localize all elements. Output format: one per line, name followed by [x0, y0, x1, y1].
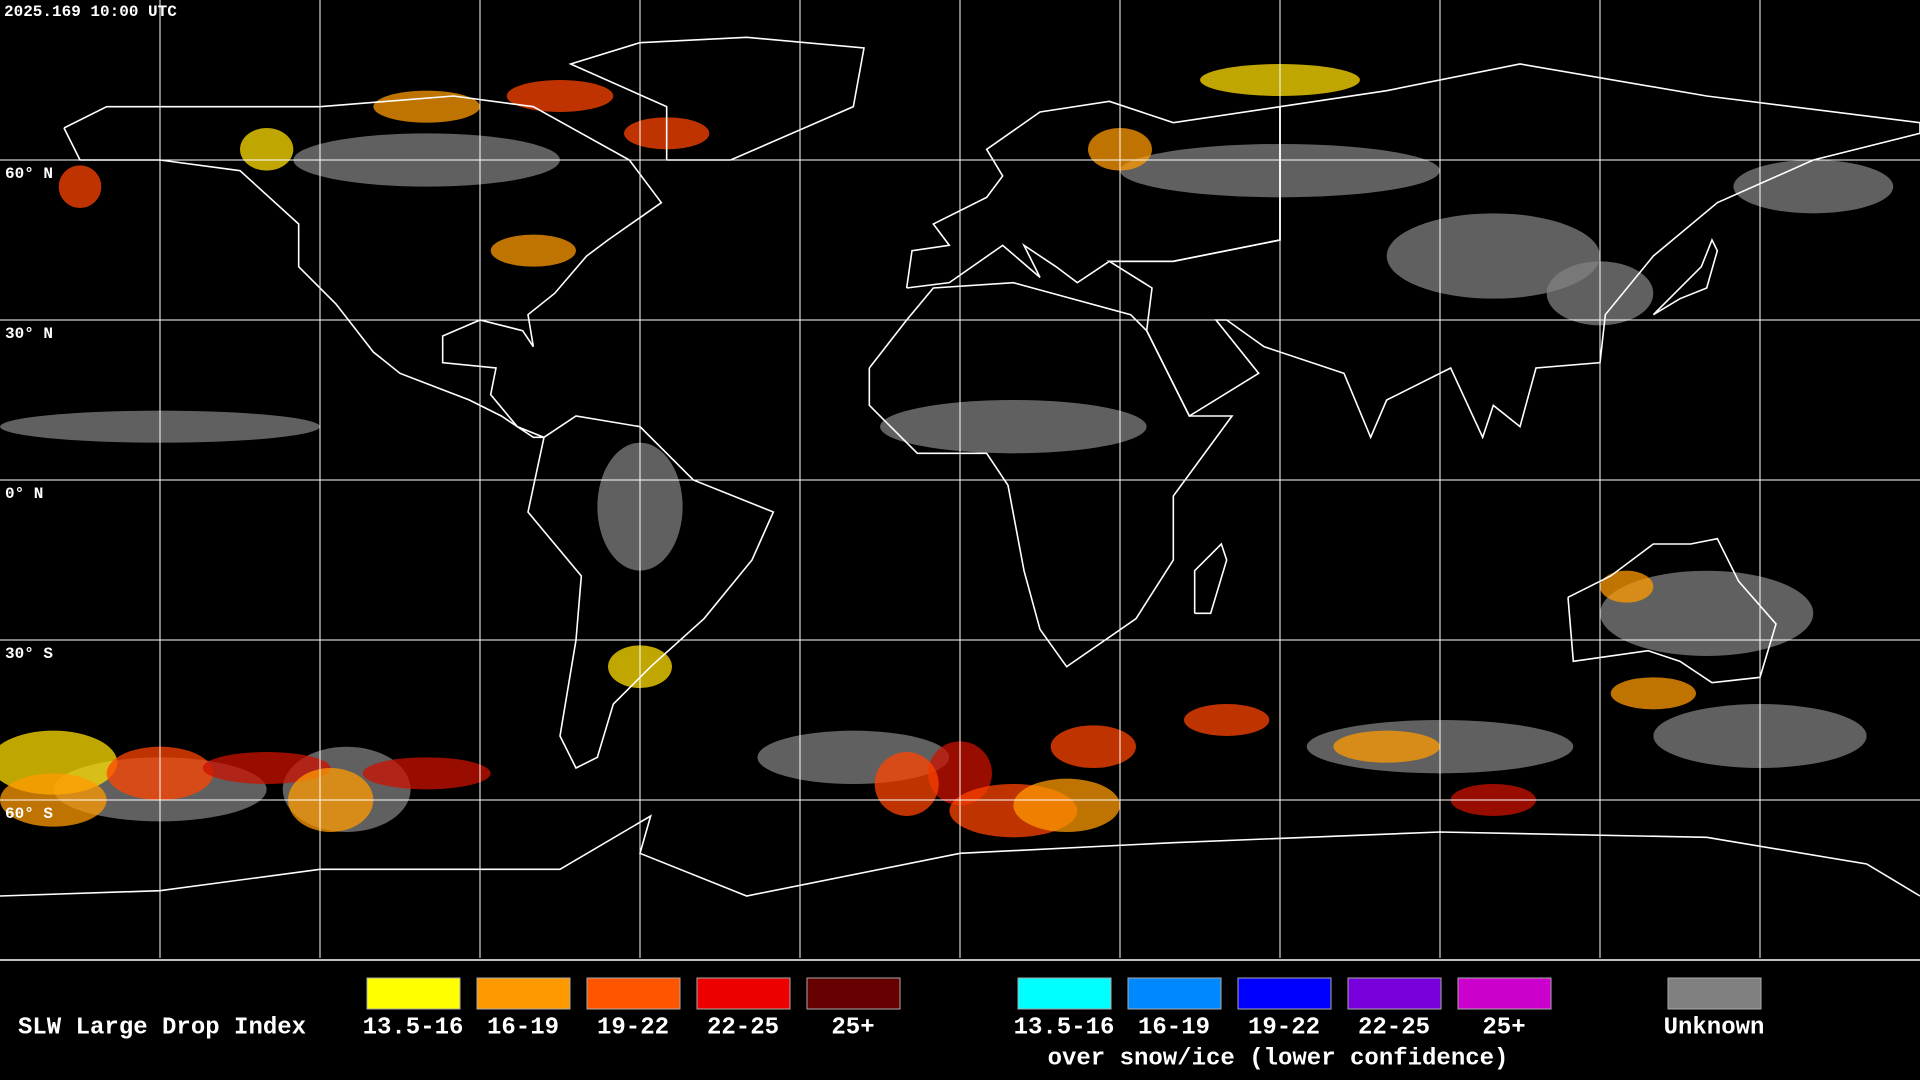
coastline-samerica — [527, 415, 775, 770]
latitude-label: 60° N — [5, 165, 53, 183]
legend-swatch — [1457, 977, 1552, 1010]
legend-swatch — [1667, 977, 1762, 1010]
latitude-label: 30° S — [5, 645, 53, 663]
graticule — [0, 0, 1920, 958]
legend-label: 16-19 — [487, 1014, 559, 1041]
legend-label: 25+ — [831, 1014, 874, 1041]
legend-label: 16-19 — [1138, 1014, 1210, 1041]
legend-swatch — [1237, 977, 1332, 1010]
retrieval-area — [1050, 725, 1136, 768]
retrieval-area — [490, 234, 576, 267]
retrieval-area — [1333, 730, 1440, 763]
legend-swatch — [476, 977, 571, 1010]
legend-label: 13.5-16 — [1014, 1014, 1115, 1041]
coastline-asia — [1106, 63, 1920, 440]
legend-swatch — [1017, 977, 1112, 1010]
coastline-namerica — [63, 95, 663, 439]
retrieval-area — [1184, 704, 1270, 736]
legend-label: Unknown — [1664, 1014, 1765, 1041]
coastline-japan — [1652, 238, 1719, 316]
legend-swatch — [806, 977, 901, 1010]
legend-swatch — [586, 977, 681, 1010]
latitude-label: 0° N — [5, 485, 43, 503]
retrieval-area — [874, 752, 939, 816]
legend-swatch — [1347, 977, 1442, 1010]
legend-label: 25+ — [1482, 1014, 1525, 1041]
timestamp: 2025.169 10:00 UTC — [4, 3, 177, 21]
retrieval-area — [880, 400, 1147, 454]
retrieval-area — [1733, 160, 1894, 214]
retrieval-area — [240, 128, 294, 171]
latitude-label: 60° S — [5, 805, 53, 823]
retrieval-area — [1013, 778, 1120, 832]
retrieval-area — [373, 90, 480, 123]
legend-label: 13.5-16 — [363, 1014, 464, 1041]
retrieval-area — [202, 752, 331, 784]
legend-label: 19-22 — [597, 1014, 669, 1041]
legend: 13.5-16 16-19 19-22 22-25 25+ 13.5-16 16-19 19-… — [363, 977, 1765, 1072]
legend-caption: over snow/ice (lower confidence) — [1048, 1045, 1509, 1072]
legend-swatch — [1127, 977, 1222, 1010]
coastline-africa — [868, 281, 1234, 668]
retrieval-area — [58, 165, 102, 208]
legend-title: SLW Large Drop Index — [18, 1014, 306, 1041]
latitude-labels: 60° N 30° N 0° N 30° S 60° S — [5, 165, 53, 823]
retrieval-area — [1600, 570, 1654, 603]
coastline-greenland — [568, 36, 865, 161]
latitude-label: 30° N — [5, 325, 53, 343]
coastline-australia — [1567, 537, 1777, 684]
coastline-madagascar — [1193, 542, 1228, 615]
legend-label: 22-25 — [1358, 1014, 1430, 1041]
legend-label: 22-25 — [707, 1014, 779, 1041]
retrieval-area — [1610, 677, 1696, 710]
legend-swatch — [366, 977, 461, 1010]
legend-swatch — [696, 977, 791, 1010]
legend-label: 19-22 — [1248, 1014, 1320, 1041]
retrieval-area — [506, 80, 614, 112]
retrieval-area — [362, 757, 491, 790]
